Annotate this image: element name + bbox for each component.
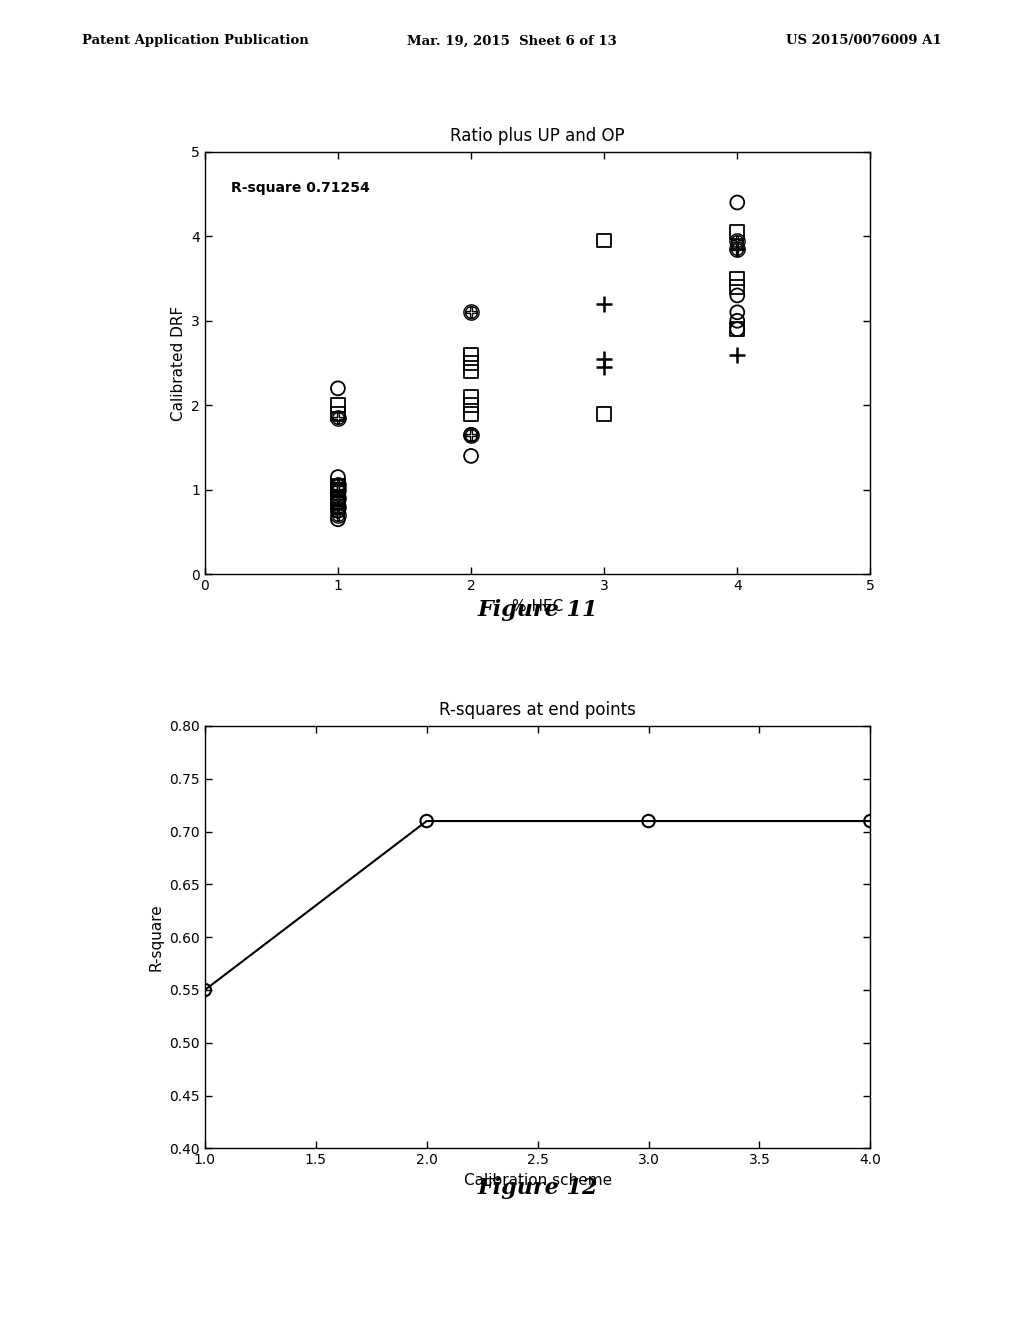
X-axis label: Calibration scheme: Calibration scheme — [464, 1172, 611, 1188]
Point — [463, 424, 479, 445]
Text: Mar. 19, 2015  Sheet 6 of 13: Mar. 19, 2015 Sheet 6 of 13 — [408, 34, 616, 48]
Point — [330, 487, 346, 508]
Title: R-squares at end points: R-squares at end points — [439, 701, 636, 719]
Point — [330, 492, 346, 513]
Point — [463, 387, 479, 408]
Point — [596, 230, 612, 251]
Point — [862, 810, 879, 832]
Point — [729, 302, 745, 323]
Point — [640, 810, 656, 832]
Point — [330, 378, 346, 399]
Point — [729, 345, 745, 366]
Text: Figure 12: Figure 12 — [477, 1177, 598, 1200]
Text: Figure 11: Figure 11 — [477, 599, 598, 622]
Point — [596, 348, 612, 370]
Text: US 2015/0076009 A1: US 2015/0076009 A1 — [786, 34, 942, 48]
Point — [330, 475, 346, 496]
Point — [463, 395, 479, 416]
Point — [463, 352, 479, 374]
Point — [419, 810, 435, 832]
Point — [729, 318, 745, 339]
Point — [330, 395, 346, 416]
Text: Patent Application Publication: Patent Application Publication — [82, 34, 308, 48]
Point — [330, 492, 346, 513]
Point — [463, 345, 479, 366]
Point — [330, 479, 346, 500]
Point — [729, 318, 745, 339]
Point — [729, 222, 745, 243]
Point — [729, 276, 745, 297]
Point — [330, 508, 346, 529]
Point — [330, 475, 346, 496]
Point — [463, 403, 479, 424]
Point — [729, 239, 745, 260]
X-axis label: % HEC: % HEC — [512, 598, 563, 614]
Title: Ratio plus UP and OP: Ratio plus UP and OP — [451, 127, 625, 145]
Point — [729, 268, 745, 289]
Point — [330, 466, 346, 487]
Point — [330, 500, 346, 521]
Point — [729, 285, 745, 306]
Point — [596, 403, 612, 424]
Point — [596, 293, 612, 314]
Point — [330, 403, 346, 424]
Y-axis label: Calibrated DRF: Calibrated DRF — [171, 305, 185, 421]
Point — [330, 479, 346, 500]
Point — [463, 445, 479, 466]
Point — [463, 360, 479, 381]
Y-axis label: R-square: R-square — [148, 903, 164, 972]
Point — [596, 356, 612, 378]
Point — [729, 310, 745, 331]
Text: R-square 0.71254: R-square 0.71254 — [231, 181, 370, 195]
Point — [729, 191, 745, 213]
Point — [197, 979, 213, 1001]
